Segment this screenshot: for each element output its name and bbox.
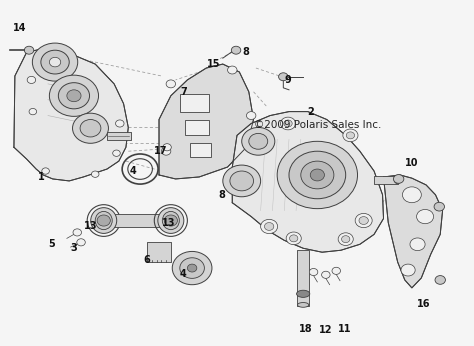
Circle shape [42, 168, 49, 174]
Circle shape [41, 50, 69, 74]
Circle shape [164, 215, 177, 226]
Text: 5: 5 [48, 239, 55, 249]
Circle shape [289, 151, 346, 199]
Circle shape [161, 147, 171, 155]
Circle shape [163, 144, 171, 151]
Bar [180, 94, 209, 112]
Ellipse shape [298, 302, 309, 307]
Circle shape [434, 202, 445, 211]
Circle shape [310, 169, 324, 181]
Circle shape [116, 120, 124, 127]
Circle shape [113, 150, 120, 156]
Text: 18: 18 [299, 325, 312, 335]
Circle shape [228, 66, 237, 74]
Text: 17: 17 [154, 146, 167, 156]
Circle shape [91, 171, 99, 177]
Text: 12: 12 [319, 325, 333, 335]
Text: 8: 8 [242, 47, 249, 57]
Text: 4: 4 [179, 269, 186, 279]
Circle shape [332, 267, 340, 274]
Circle shape [230, 171, 254, 191]
Circle shape [32, 43, 78, 81]
Text: 11: 11 [338, 325, 352, 335]
Circle shape [49, 75, 99, 116]
Circle shape [67, 90, 81, 102]
Ellipse shape [91, 208, 117, 234]
Polygon shape [232, 112, 383, 252]
Circle shape [277, 141, 357, 209]
Circle shape [73, 229, 82, 236]
Circle shape [286, 232, 301, 245]
Text: ©2009 Polaris Sales Inc.: ©2009 Polaris Sales Inc. [254, 120, 381, 130]
Circle shape [246, 112, 256, 119]
Circle shape [187, 264, 197, 272]
Circle shape [310, 268, 318, 276]
Text: 15: 15 [207, 59, 220, 69]
Circle shape [231, 46, 241, 54]
Circle shape [172, 252, 212, 285]
Text: 6: 6 [144, 255, 151, 265]
Circle shape [402, 187, 421, 203]
Circle shape [417, 209, 434, 224]
Circle shape [321, 271, 330, 279]
Text: 1: 1 [37, 172, 44, 182]
Circle shape [24, 46, 34, 54]
Circle shape [290, 235, 298, 242]
Circle shape [27, 76, 36, 83]
Text: 13: 13 [84, 221, 97, 231]
Circle shape [73, 113, 109, 143]
Text: 10: 10 [405, 158, 419, 168]
Circle shape [242, 127, 275, 155]
Circle shape [410, 238, 425, 251]
Circle shape [281, 117, 296, 130]
Circle shape [80, 119, 101, 137]
Circle shape [249, 134, 268, 149]
Circle shape [338, 233, 353, 246]
Text: 7: 7 [181, 87, 187, 97]
Polygon shape [383, 175, 443, 288]
Circle shape [359, 217, 368, 225]
Text: 14: 14 [13, 24, 27, 34]
Ellipse shape [158, 208, 184, 234]
Bar [185, 119, 209, 135]
Circle shape [223, 165, 261, 197]
Text: 16: 16 [417, 299, 430, 309]
Circle shape [279, 73, 288, 81]
Circle shape [58, 83, 90, 109]
Text: 4: 4 [130, 166, 137, 176]
Circle shape [49, 57, 61, 67]
Text: 2: 2 [307, 107, 314, 117]
Circle shape [29, 108, 36, 115]
Circle shape [284, 120, 292, 127]
Circle shape [261, 219, 278, 234]
Text: 8: 8 [219, 190, 225, 200]
Ellipse shape [95, 211, 112, 230]
Circle shape [435, 276, 446, 284]
Ellipse shape [297, 290, 310, 297]
Ellipse shape [162, 211, 179, 230]
Circle shape [166, 80, 175, 88]
Ellipse shape [394, 176, 401, 184]
Text: 13: 13 [162, 218, 175, 228]
Polygon shape [159, 64, 254, 179]
Circle shape [264, 222, 274, 230]
Circle shape [355, 213, 372, 228]
Circle shape [342, 236, 350, 243]
Circle shape [401, 264, 415, 276]
Circle shape [180, 258, 204, 279]
Circle shape [77, 239, 85, 246]
Text: 9: 9 [285, 75, 292, 85]
Polygon shape [14, 48, 128, 181]
Circle shape [343, 129, 358, 142]
Circle shape [97, 215, 110, 226]
Circle shape [393, 175, 404, 183]
Circle shape [301, 161, 334, 189]
Text: 3: 3 [71, 243, 77, 253]
Circle shape [346, 132, 355, 139]
Bar [190, 143, 211, 157]
